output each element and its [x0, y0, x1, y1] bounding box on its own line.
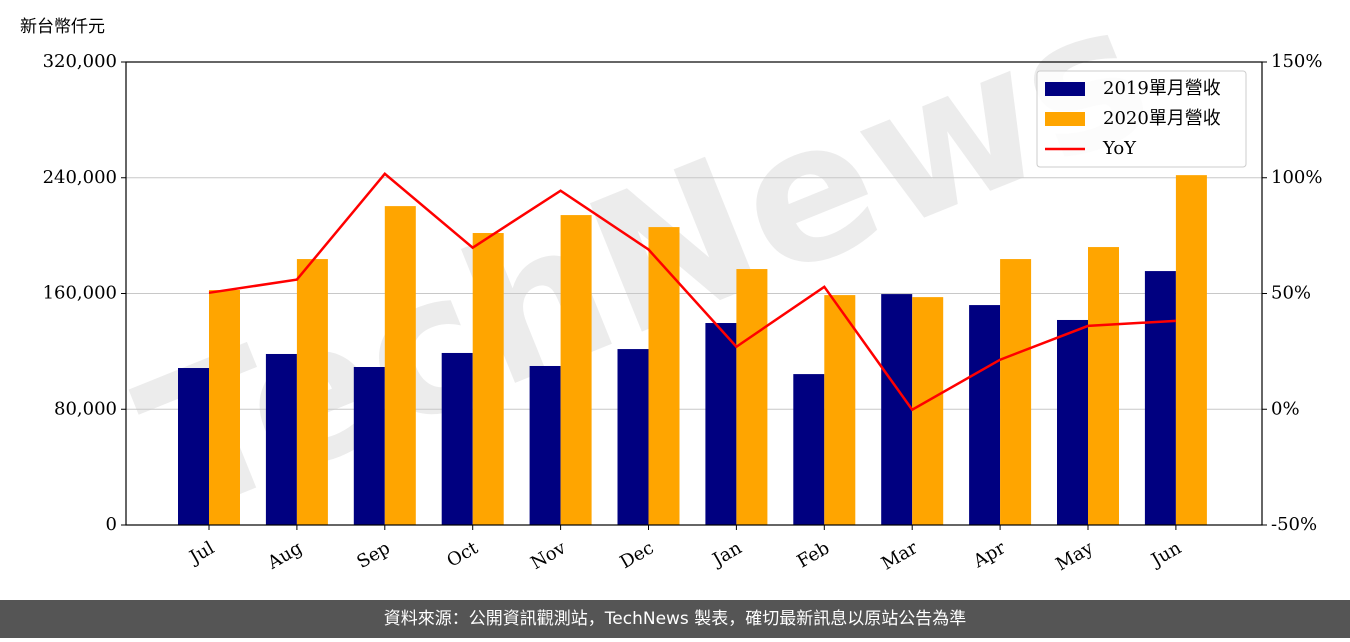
- y2-tick-label: 150%: [1271, 51, 1322, 72]
- x-tick-label: Feb: [794, 537, 834, 572]
- bar: [824, 295, 856, 525]
- plot-frame: [125, 61, 1263, 526]
- bar: [296, 259, 328, 525]
- y-tick-label: 160,000: [43, 283, 117, 304]
- x-tick-label: Aug: [263, 537, 306, 574]
- bar: [560, 215, 592, 525]
- bar: [969, 305, 1001, 525]
- legend-label: 2019單月營收: [1103, 78, 1221, 99]
- legend-swatch: [1045, 112, 1085, 126]
- legend-label: YoY: [1102, 138, 1137, 159]
- legend-box: [1036, 70, 1247, 168]
- x-tick-label: May: [1052, 537, 1097, 575]
- x-tick-label: Mar: [878, 537, 922, 574]
- bar: [209, 290, 240, 525]
- source-note: 資料來源：公開資訊觀測站，TechNews 製表，確切最新訊息以原站公告為準: [384, 609, 966, 629]
- bar: [1144, 271, 1176, 525]
- x-tick-label: Apr: [969, 537, 1009, 572]
- y2-tick-label: 0%: [1271, 398, 1300, 419]
- bar: [736, 269, 768, 525]
- bar: [648, 227, 680, 525]
- y-tick-label: 80,000: [54, 398, 117, 419]
- bar: [617, 349, 649, 525]
- y2-tick-label: -50%: [1271, 514, 1317, 535]
- bar: [529, 365, 561, 525]
- bar: [265, 353, 297, 525]
- y-tick-label: 0: [106, 514, 117, 535]
- bar: [912, 297, 944, 525]
- bar: [353, 367, 385, 525]
- bar: [1088, 247, 1119, 526]
- legend-label: 2020單月營收: [1103, 108, 1221, 129]
- bar: [881, 294, 913, 525]
- x-tick-label: Sep: [353, 537, 393, 572]
- bar: [1057, 319, 1088, 525]
- bar: [1175, 175, 1207, 525]
- bar: [178, 368, 209, 525]
- y2-tick-label: 50%: [1271, 283, 1311, 304]
- y-tick-label: 320,000: [43, 51, 117, 72]
- bar: [705, 323, 737, 525]
- bar: [441, 352, 473, 525]
- line-series: [208, 172, 1176, 412]
- y-axis-title: 新台幣仟元: [20, 17, 105, 37]
- x-tick-label: Oct: [443, 537, 482, 572]
- bar: [1000, 259, 1032, 525]
- bar: [472, 233, 504, 525]
- bar: [793, 374, 825, 525]
- x-tick-label: Dec: [617, 537, 658, 573]
- legend-swatch: [1045, 82, 1085, 96]
- x-tick-label: Nov: [527, 537, 570, 574]
- x-tick-label: Jan: [708, 537, 746, 571]
- y2-tick-label: 100%: [1271, 167, 1322, 188]
- bar: [384, 206, 416, 525]
- footer: [0, 600, 1350, 638]
- x-tick-label: Jun: [1146, 537, 1185, 572]
- y-tick-label: 240,000: [43, 167, 117, 188]
